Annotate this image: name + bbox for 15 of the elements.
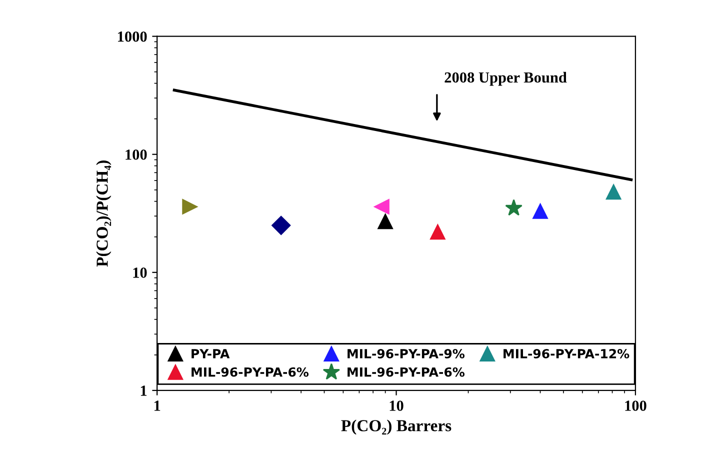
legend-label: MIL-96-PY-PA-6% [348,367,465,377]
y-tick-label: 1000 [118,31,147,42]
y-axis-title: P(CO₂)/P(CH₄) [96,160,112,267]
legend-label: MIL-96-PY-PA-6% [192,367,309,377]
x-tick-label: 1 [154,400,160,411]
y-tick-label: 1 [140,386,147,396]
x-tick-label: 100 [625,400,646,411]
legend-label: MIL-96-PY-PA-12% [504,348,630,358]
legend-label: MIL-96-PY-PA-9% [348,348,465,358]
x-tick-label: 10 [390,400,404,411]
annotation: 2008 Upper Bound [444,72,567,86]
y-tick-label: 10 [133,268,147,278]
y-tick-label: 100 [126,150,147,160]
legend-label: PY-PA [192,349,230,358]
x-axis-title: P(CO₂) Barrers [341,420,452,435]
